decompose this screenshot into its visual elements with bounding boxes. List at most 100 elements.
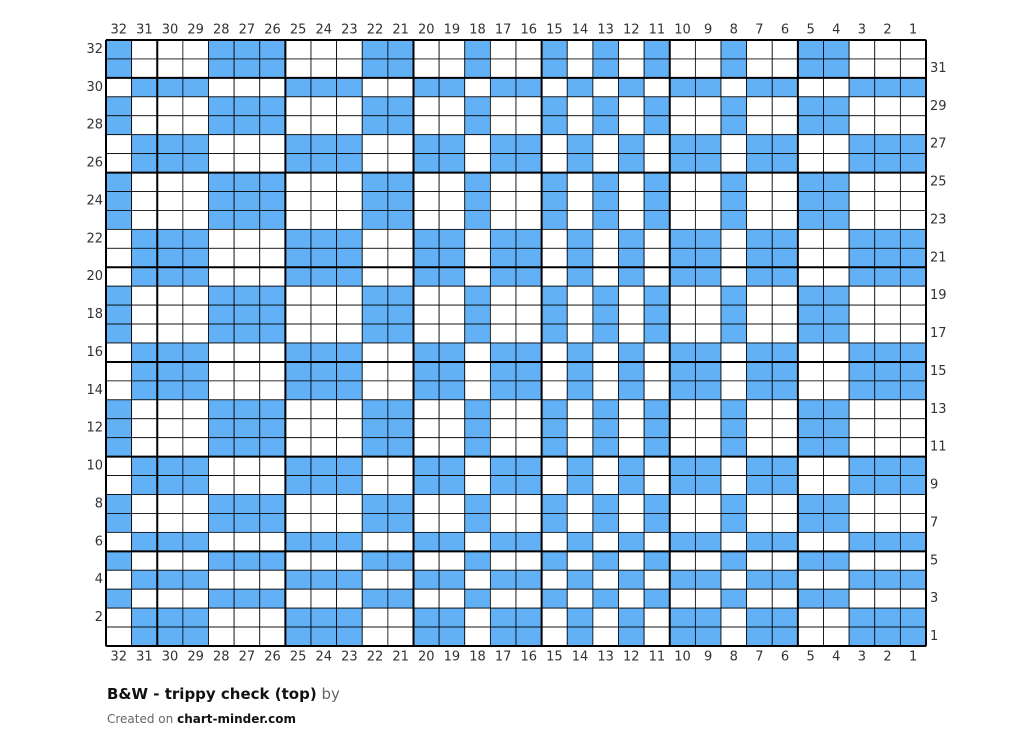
column-label-bottom: 26 — [264, 650, 281, 665]
stitch-cell — [720, 153, 748, 173]
column-label-bottom: 31 — [136, 650, 153, 665]
stitch-cell — [874, 607, 901, 628]
stitch-cell — [592, 550, 619, 571]
stitch-cell — [618, 285, 645, 306]
stitch-cell — [720, 285, 748, 306]
stitch-cell — [694, 96, 722, 117]
stitch-cell — [182, 380, 209, 401]
stitch-cell — [797, 323, 824, 344]
stitch-cell — [848, 550, 876, 571]
stitch-cell — [848, 96, 876, 117]
stitch-cell — [771, 437, 799, 458]
stitch-cell — [105, 437, 133, 458]
stitch-cell — [515, 96, 543, 117]
stitch-cell — [489, 115, 517, 136]
stitch-cell — [131, 456, 158, 476]
stitch-cell — [515, 115, 543, 136]
stitch-cell — [797, 39, 824, 60]
stitch-cell — [336, 380, 363, 401]
stitch-cell — [618, 456, 645, 476]
stitch-cell — [336, 153, 363, 173]
stitch-cell — [438, 626, 466, 647]
stitch-cell — [515, 228, 543, 249]
stitch-cell — [618, 210, 645, 230]
stitch-cell — [438, 304, 466, 325]
stitch-cell — [413, 247, 440, 268]
stitch-cell — [413, 134, 440, 155]
stitch-cell — [336, 437, 363, 458]
stitch-cell — [156, 58, 184, 79]
stitch-cell — [797, 569, 824, 590]
row-label-right: 29 — [930, 99, 947, 114]
stitch-cell — [259, 228, 286, 249]
stitch-cell — [233, 342, 261, 363]
stitch-cell — [489, 323, 517, 344]
stitch-cell — [438, 342, 466, 363]
stitch-cell — [592, 399, 619, 420]
stitch-cell — [874, 266, 901, 287]
stitch-cell — [489, 304, 517, 325]
stitch-cell — [694, 39, 722, 60]
stitch-cell — [618, 418, 645, 439]
column-label-bottom: 10 — [674, 650, 691, 665]
row-label-right: 1 — [930, 629, 938, 644]
stitch-cell — [208, 304, 235, 325]
stitch-cell — [848, 210, 876, 230]
column-label-bottom: 21 — [392, 650, 409, 665]
stitch-cell — [131, 191, 158, 211]
stitch-cell — [387, 115, 414, 136]
row-label-left: 24 — [86, 193, 103, 208]
stitch-cell — [669, 550, 696, 571]
stitch-cell — [105, 172, 133, 192]
stitch-cell — [438, 399, 466, 420]
stitch-cell — [694, 304, 722, 325]
column-label-top: 26 — [264, 23, 281, 38]
stitch-cell — [541, 77, 568, 98]
stitch-cell — [592, 569, 619, 590]
stitch-cell — [105, 153, 133, 173]
column-label-bottom: 4 — [832, 650, 840, 665]
stitch-cell — [105, 513, 133, 533]
stitch-cell — [694, 475, 722, 495]
stitch-cell — [387, 380, 414, 401]
stitch-cell — [182, 266, 209, 287]
column-label-bottom: 19 — [444, 650, 461, 665]
stitch-cell — [515, 134, 543, 155]
stitch-cell — [284, 58, 312, 79]
stitch-cell — [797, 96, 824, 117]
byline: by — [321, 685, 340, 703]
stitch-cell — [489, 569, 517, 590]
stitch-cell — [464, 437, 491, 458]
stitch-cell — [848, 626, 876, 647]
stitch-cell — [438, 228, 466, 249]
stitch-cell — [515, 247, 543, 268]
stitch-cell — [669, 96, 696, 117]
stitch-cell — [669, 323, 696, 344]
stitch-cell — [387, 626, 414, 647]
column-label-top: 20 — [418, 23, 435, 38]
stitch-cell — [899, 285, 927, 306]
column-label-bottom: 16 — [521, 650, 538, 665]
stitch-cell — [541, 513, 568, 533]
stitch-cell — [669, 607, 696, 628]
stitch-cell — [669, 626, 696, 647]
stitch-cell — [413, 153, 440, 173]
stitch-cell — [797, 399, 824, 420]
stitch-cell — [899, 323, 927, 344]
stitch-cell — [387, 39, 414, 60]
stitch-cell — [182, 58, 209, 79]
stitch-cell — [746, 247, 773, 268]
stitch-cell — [310, 153, 338, 173]
stitch-cell — [182, 210, 209, 230]
stitch-cell — [336, 247, 363, 268]
stitch-cell — [208, 134, 235, 155]
stitch-cell — [618, 304, 645, 325]
stitch-cell — [105, 191, 133, 211]
column-label-bottom: 20 — [418, 650, 435, 665]
stitch-cell — [694, 361, 722, 382]
stitch-cell — [233, 134, 261, 155]
stitch-cell — [208, 210, 235, 230]
stitch-cell — [771, 304, 799, 325]
stitch-cell — [438, 323, 466, 344]
stitch-cell — [848, 285, 876, 306]
